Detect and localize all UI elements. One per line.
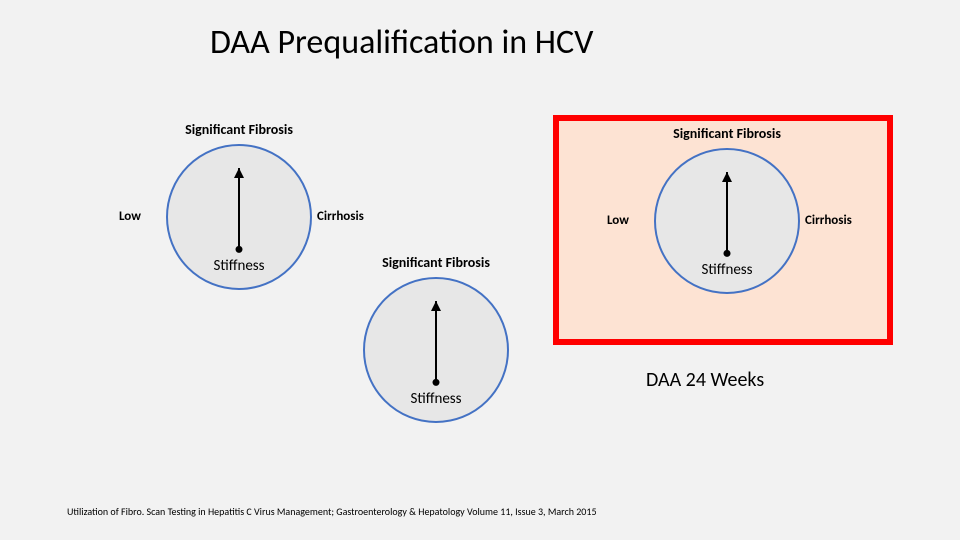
gauge-center-label: Stiffness <box>677 261 777 279</box>
gauge-top-label: Significant Fibrosis <box>657 125 797 142</box>
daa-weeks-label: DAA 24 Weeks <box>646 368 764 392</box>
gauge-top-label: Significant Fibrosis <box>169 121 309 138</box>
gauge-needle-base <box>724 250 731 257</box>
gauge-center-label: Stiffness <box>386 390 486 408</box>
gauge-needle-base <box>236 246 243 253</box>
citation: Utilization of Fibro. Scan Testing in He… <box>67 505 597 518</box>
page-title: DAA Prequalification in HCV <box>210 22 593 63</box>
gauge-center-label: Stiffness <box>189 257 289 275</box>
gauge-right-label: Cirrhosis <box>805 213 852 228</box>
gauge-left-label: Low <box>607 213 629 228</box>
gauge-right-label: Cirrhosis <box>317 209 364 224</box>
gauge-top-label: Significant Fibrosis <box>366 254 506 271</box>
gauge-left-label: Low <box>119 209 141 224</box>
gauge-needle-base <box>433 379 440 386</box>
